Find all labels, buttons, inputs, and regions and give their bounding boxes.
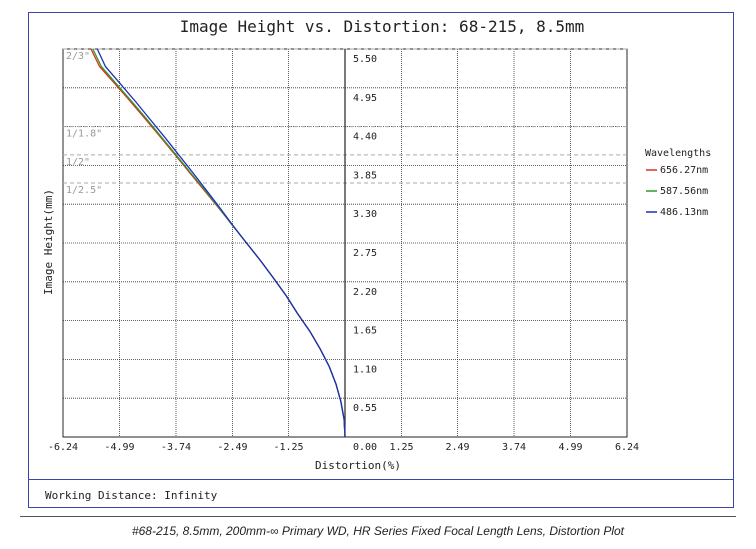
legend-entry: 486.13nm — [660, 207, 708, 218]
y-tick-label: 3.30 — [353, 209, 377, 220]
x-tick-label: 6.24 — [615, 442, 639, 453]
sensor-format-label: 1/1.8" — [66, 129, 102, 140]
x-tick-label: -6.24 — [48, 442, 78, 453]
sensor-format-label: 2/3" — [66, 51, 90, 62]
x-axis-label: Distortion(%) — [315, 459, 401, 472]
y-tick-label: 0.55 — [353, 403, 377, 414]
x-tick-label: -4.99 — [104, 442, 134, 453]
y-tick-label: 5.50 — [353, 54, 377, 65]
chart-title: Image Height vs. Distortion: 68-215, 8.5… — [179, 17, 585, 36]
legend-entry: 656.27nm — [660, 165, 708, 176]
chart-frame: Image Height vs. Distortion: 68-215, 8.5… — [28, 12, 734, 508]
sensor-format-label: 1/2" — [66, 157, 90, 168]
x-tick-label: -3.74 — [161, 442, 191, 453]
y-axis-label: Image Height(mm) — [42, 189, 55, 295]
x-tick-label: 3.74 — [502, 442, 526, 453]
figure-caption: #68-215, 8.5mm, 200mm-∞ Primary WD, HR S… — [131, 524, 625, 538]
y-tick-label: 3.85 — [353, 170, 377, 181]
legend-title: Wavelengths — [645, 148, 711, 159]
working-distance-label: Working Distance: Infinity — [45, 489, 218, 502]
legend-entry: 587.56nm — [660, 186, 708, 197]
y-tick-label: 2.20 — [353, 287, 377, 298]
x-tick-label: -1.25 — [273, 442, 303, 453]
footer-divider — [29, 479, 733, 480]
sensor-format-label: 1/2.5" — [66, 185, 102, 196]
y-tick-label: 2.75 — [353, 248, 377, 259]
x-tick-label: 0.00 — [353, 442, 377, 453]
y-tick-label: 4.95 — [353, 93, 377, 104]
x-tick-label: -2.49 — [217, 442, 247, 453]
caption-rule — [20, 516, 736, 517]
x-tick-label: 1.25 — [389, 442, 413, 453]
series-line-486.13nm — [96, 48, 346, 437]
y-tick-label: 4.40 — [353, 132, 377, 143]
y-tick-label: 1.10 — [353, 364, 377, 375]
y-tick-label: 1.65 — [353, 326, 377, 337]
x-tick-label: 4.99 — [558, 442, 582, 453]
x-tick-label: 2.49 — [445, 442, 469, 453]
